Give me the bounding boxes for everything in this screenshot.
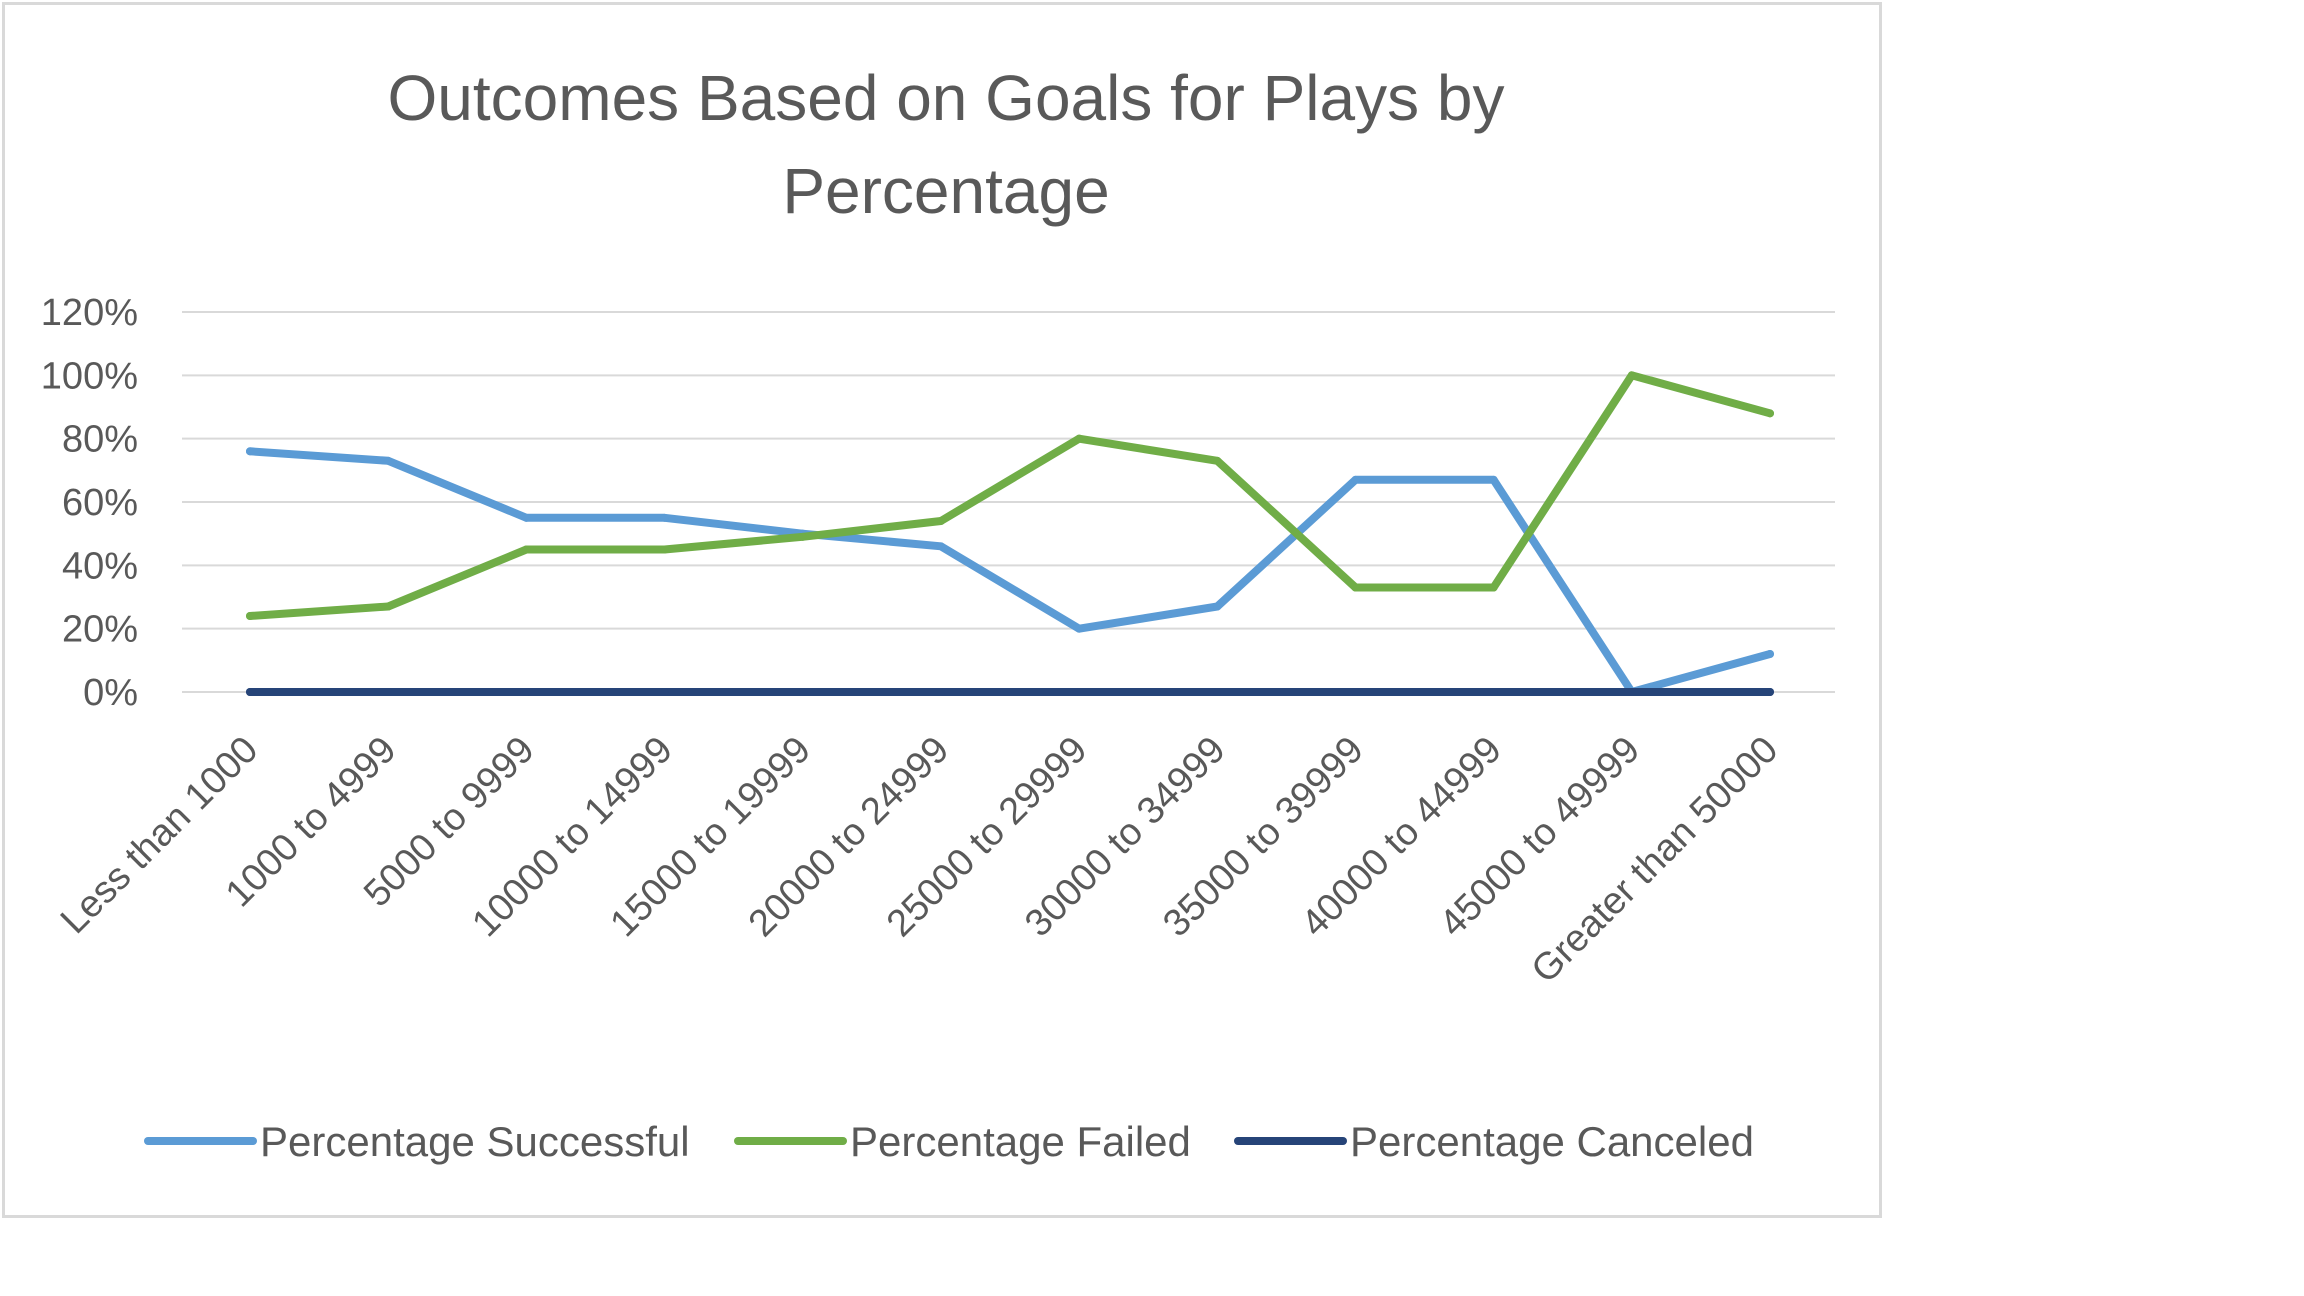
data-point-percentage-canceled xyxy=(1627,688,1636,696)
gridlines xyxy=(182,311,1835,693)
legend: Percentage Successful Percentage Failed Pe… xyxy=(144,1118,1754,1165)
x-tick-label: Greater than 50000 xyxy=(1524,729,1787,992)
data-point-percentage-failed xyxy=(936,517,945,525)
data-point-percentage-canceled xyxy=(522,688,531,696)
data-point-percentage-canceled xyxy=(1489,688,1498,696)
data-point-percentage-successful xyxy=(1489,475,1498,484)
y-tick-label: 120% xyxy=(41,292,138,334)
legend-label-percentage-canceled: Percentage Canceled xyxy=(1350,1118,1754,1165)
y-tick-label: 40% xyxy=(62,545,138,587)
data-point-percentage-successful xyxy=(522,513,531,522)
data-point-percentage-failed xyxy=(1075,434,1084,443)
series-line-percentage-failed xyxy=(246,371,1774,620)
x-tick-label: Less than 1000 xyxy=(53,729,266,942)
data-point-percentage-canceled xyxy=(384,688,393,696)
data-point-percentage-canceled xyxy=(1766,688,1774,696)
data-point-percentage-failed xyxy=(522,545,531,554)
data-point-percentage-canceled xyxy=(936,688,945,696)
data-point-percentage-successful xyxy=(1766,650,1774,658)
y-tick-label: 0% xyxy=(83,672,138,714)
series-lines xyxy=(246,371,1774,696)
data-point-percentage-failed xyxy=(384,602,393,611)
y-tick-label: 80% xyxy=(62,419,138,461)
data-point-percentage-successful xyxy=(1351,475,1360,484)
chart-title-line-2: Percentage xyxy=(782,155,1109,227)
data-point-percentage-failed xyxy=(1627,371,1636,380)
y-tick-label: 20% xyxy=(62,609,138,651)
data-point-percentage-canceled xyxy=(660,688,669,696)
data-point-percentage-successful xyxy=(936,542,945,551)
legend-label-percentage-failed: Percentage Failed xyxy=(850,1118,1191,1165)
data-point-percentage-successful xyxy=(1213,602,1222,611)
chart-title: Outcomes Based on Goals for Plays by Per… xyxy=(388,62,1505,227)
data-point-percentage-canceled xyxy=(798,688,807,696)
data-point-percentage-successful xyxy=(660,513,669,522)
data-point-percentage-successful xyxy=(246,447,254,456)
y-axis-tick-labels: 0% 20% 40% 60% 80% 100% 120% xyxy=(41,292,138,714)
data-point-percentage-failed xyxy=(798,532,807,541)
data-point-percentage-failed xyxy=(246,612,254,620)
y-tick-label: 60% xyxy=(62,482,138,524)
data-point-percentage-canceled xyxy=(1213,688,1222,696)
data-point-percentage-successful xyxy=(1075,624,1084,633)
data-point-percentage-failed xyxy=(1213,456,1222,465)
legend-label-percentage-successful: Percentage Successful xyxy=(260,1118,690,1165)
y-tick-label: 100% xyxy=(41,355,138,397)
data-point-percentage-canceled xyxy=(246,688,254,696)
data-point-percentage-failed xyxy=(1766,409,1774,418)
data-point-percentage-failed xyxy=(1351,583,1360,592)
series-line-percentage-successful xyxy=(246,447,1774,696)
chart-title-line-1: Outcomes Based on Goals for Plays by xyxy=(388,62,1505,134)
data-point-percentage-failed xyxy=(1489,583,1498,592)
data-point-percentage-successful xyxy=(384,456,393,465)
data-point-percentage-canceled xyxy=(1351,688,1360,696)
data-point-percentage-canceled xyxy=(1075,688,1084,696)
data-point-percentage-failed xyxy=(660,545,669,554)
